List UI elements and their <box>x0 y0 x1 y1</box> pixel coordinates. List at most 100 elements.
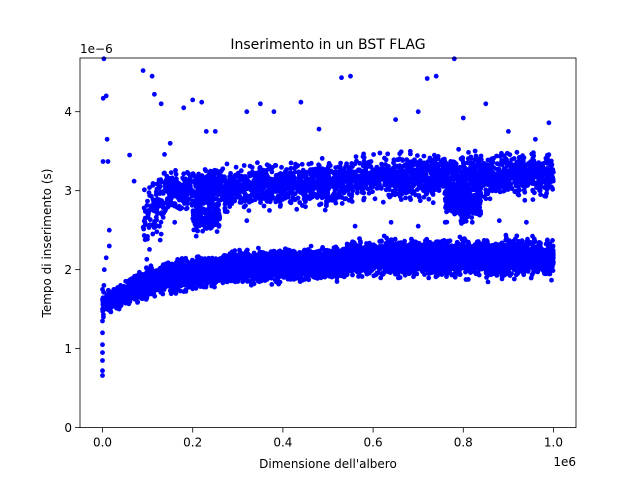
data-point <box>263 266 268 272</box>
data-point <box>269 282 275 287</box>
data-point <box>255 261 261 267</box>
data-point <box>243 249 249 255</box>
data-point <box>217 274 223 280</box>
data-point <box>300 256 306 261</box>
data-point <box>135 299 141 305</box>
data-point <box>269 275 274 281</box>
data-point <box>183 263 189 269</box>
data-point <box>230 265 235 270</box>
data-point <box>250 259 255 265</box>
data-point <box>237 252 242 258</box>
data-point <box>310 257 316 263</box>
data-point <box>302 249 307 255</box>
data-point <box>325 263 331 269</box>
data-point <box>174 263 179 268</box>
data-point <box>329 250 334 256</box>
data-point <box>328 267 334 273</box>
data-point <box>511 276 517 282</box>
data-point <box>217 264 223 270</box>
data-point <box>238 275 244 280</box>
data-point <box>292 249 297 255</box>
data-point <box>157 265 163 271</box>
data-point <box>183 287 189 293</box>
data-point <box>247 269 253 275</box>
data-point <box>209 283 215 289</box>
data-point <box>135 284 141 290</box>
data-point <box>207 259 213 265</box>
data-point <box>129 282 134 287</box>
data-point <box>245 279 250 284</box>
data-point <box>114 303 119 309</box>
data-point <box>187 260 193 266</box>
data-point <box>163 261 169 267</box>
data-point <box>257 249 263 255</box>
data-point <box>256 245 261 251</box>
data-point <box>296 276 302 281</box>
data-point <box>221 270 227 276</box>
data-point <box>253 254 258 260</box>
data-point <box>190 283 196 289</box>
data-point <box>273 256 279 262</box>
data-point <box>306 277 312 283</box>
data-point <box>226 260 232 265</box>
data-point <box>212 261 218 267</box>
data-point <box>188 273 194 278</box>
data-point <box>143 281 149 287</box>
data-point <box>291 262 296 267</box>
data-point <box>164 278 170 283</box>
data-point <box>303 269 308 275</box>
data-point <box>331 263 337 268</box>
data-point <box>307 252 313 257</box>
data-point <box>270 249 276 255</box>
data-point <box>232 259 238 265</box>
data-point <box>175 270 181 276</box>
data-point <box>276 274 282 279</box>
data-point <box>178 258 184 264</box>
data-point <box>130 293 136 298</box>
data-point <box>164 283 169 289</box>
data-point <box>297 252 303 257</box>
data-point <box>148 263 154 269</box>
data-point <box>316 261 321 266</box>
data-point <box>158 290 164 295</box>
data-point <box>229 278 235 284</box>
data-point <box>127 299 133 304</box>
data-point <box>152 293 158 299</box>
data-point <box>119 301 124 307</box>
data-point <box>180 269 186 274</box>
data-point <box>234 268 240 274</box>
data-point <box>284 267 290 273</box>
data-point <box>219 256 225 262</box>
data-point <box>208 267 214 273</box>
data-point <box>314 265 319 271</box>
data-point <box>111 299 117 305</box>
data-point <box>118 292 123 298</box>
data-point <box>278 265 283 270</box>
data-point <box>290 271 296 277</box>
data-point <box>150 276 156 281</box>
data-point <box>275 260 281 266</box>
data-point <box>192 264 198 269</box>
data-point <box>277 279 283 285</box>
data-point <box>283 253 289 259</box>
data-point <box>256 268 262 274</box>
data-point <box>178 276 184 282</box>
data-point <box>203 265 209 271</box>
data-point <box>263 253 269 258</box>
data-point <box>303 263 309 269</box>
data-point <box>139 296 145 302</box>
data-point <box>316 257 321 262</box>
data-point <box>336 250 342 255</box>
data-point <box>172 289 178 295</box>
data-point <box>167 262 173 268</box>
data-point <box>272 267 278 272</box>
data-point <box>108 309 113 314</box>
data-point <box>195 268 201 274</box>
data-point <box>308 243 314 249</box>
data-point <box>141 290 147 296</box>
data-point <box>229 249 235 255</box>
data-point <box>229 274 234 280</box>
data-point <box>324 258 330 264</box>
